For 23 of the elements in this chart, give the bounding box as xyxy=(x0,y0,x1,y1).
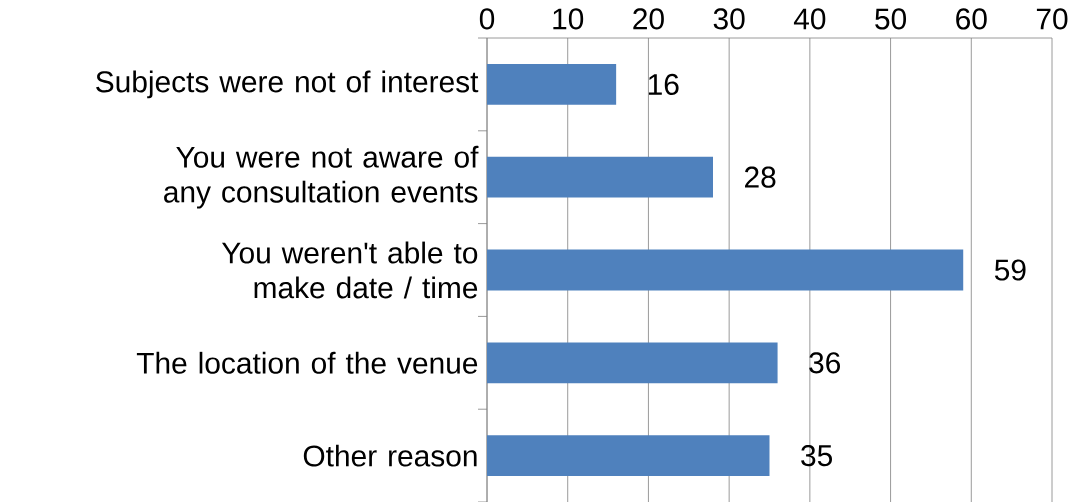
x-tick-label: 10 xyxy=(553,8,584,30)
data-label: 16 xyxy=(648,73,679,95)
y-tick-label: Subjects were not of interest xyxy=(96,70,479,99)
x-tick-label: 30 xyxy=(713,8,745,30)
x-tick-label: 40 xyxy=(793,8,826,30)
data-label: 59 xyxy=(994,259,1026,281)
bar xyxy=(487,249,964,291)
x-tick-label: 20 xyxy=(633,8,664,30)
x-tick-label: 50 xyxy=(875,8,907,30)
x-tick-label: 0 xyxy=(479,8,495,30)
data-label: 36 xyxy=(809,352,841,374)
x-tick-label: 60 xyxy=(956,8,987,30)
y-tick-label: You weren't able to make date / time xyxy=(221,241,478,299)
x-tick-label: 70 xyxy=(1036,8,1068,30)
bar xyxy=(487,156,713,198)
bar xyxy=(487,63,617,105)
data-label: 35 xyxy=(801,445,832,467)
y-tick-label: You were not aware of any consultation events xyxy=(164,145,479,209)
y-tick-label: Other reason xyxy=(303,444,477,467)
bar xyxy=(487,342,778,384)
data-label: 28 xyxy=(745,166,776,188)
bar xyxy=(487,435,770,477)
y-tick-label: The location of the venue xyxy=(136,351,478,374)
